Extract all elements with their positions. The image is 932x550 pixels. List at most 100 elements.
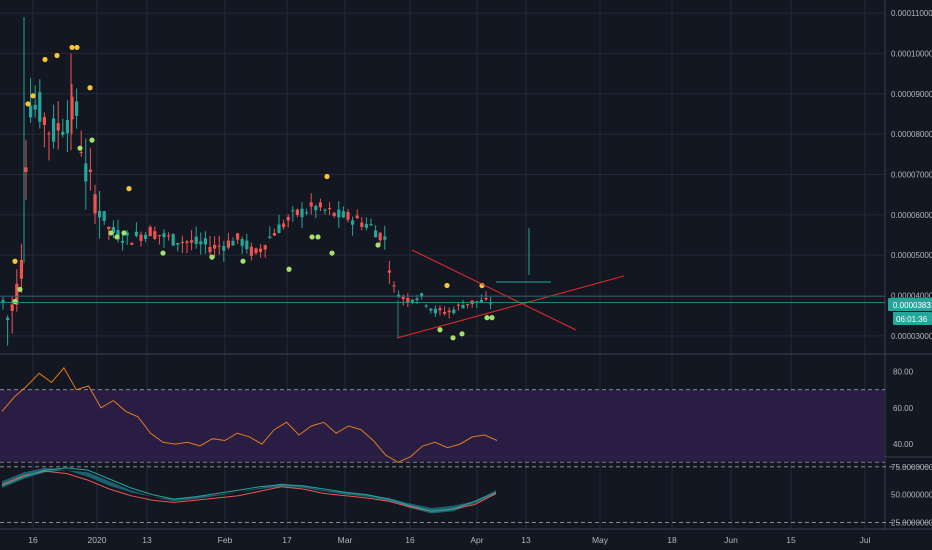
candle-body bbox=[272, 233, 276, 236]
price-tick-label: 0.00009000 bbox=[891, 90, 932, 99]
candle-body bbox=[489, 303, 493, 305]
candle-body bbox=[121, 240, 125, 243]
candle-body bbox=[259, 248, 263, 252]
time-tick-label: Jun bbox=[724, 535, 738, 545]
candle-body bbox=[305, 212, 309, 214]
fractal-low-dot bbox=[484, 315, 490, 321]
rsi-tick-label: 60.00 bbox=[893, 404, 914, 413]
candle-body bbox=[328, 208, 332, 210]
candle-body bbox=[15, 283, 19, 305]
fractal-high-dot bbox=[25, 101, 31, 107]
candle-body bbox=[236, 233, 240, 240]
time-tick-label: 18 bbox=[667, 535, 677, 545]
trendline-ascending[interactable] bbox=[396, 275, 625, 339]
candle-body bbox=[351, 220, 355, 225]
fractal-high-dot bbox=[87, 85, 93, 91]
candle-body bbox=[355, 215, 359, 219]
candle-body bbox=[24, 167, 28, 172]
price-tick-label: 0.00005000 bbox=[891, 251, 932, 260]
fractal-low-dot bbox=[209, 254, 215, 260]
candle-body bbox=[364, 223, 368, 228]
countdown-badge: 06:01:36 bbox=[893, 312, 932, 325]
candle-body bbox=[387, 270, 391, 273]
candle-body bbox=[56, 123, 60, 131]
candle-body bbox=[318, 202, 322, 208]
fractal-low-dot bbox=[286, 266, 292, 272]
price-pane[interactable] bbox=[0, 17, 885, 346]
fractal-low-dot bbox=[489, 315, 495, 321]
candle-body bbox=[415, 298, 419, 301]
candle-body bbox=[452, 309, 456, 314]
trendline-descending[interactable] bbox=[411, 249, 577, 331]
candle-body bbox=[433, 308, 437, 314]
candle-body bbox=[6, 317, 10, 320]
rsi-tick-label: 80.00 bbox=[893, 368, 914, 377]
candle-body bbox=[466, 304, 470, 306]
osc-line-b bbox=[1, 467, 497, 512]
candle-body bbox=[420, 293, 424, 297]
fractal-low-dot bbox=[375, 242, 381, 248]
candle-body bbox=[341, 211, 345, 218]
fractal-high-dot bbox=[74, 44, 80, 51]
fractal-low-dot bbox=[309, 234, 315, 240]
candle-body bbox=[378, 232, 382, 241]
candle-body bbox=[245, 240, 249, 250]
candle-body bbox=[401, 296, 405, 299]
oscillator-pane[interactable] bbox=[0, 466, 932, 523]
candle-body bbox=[29, 105, 33, 118]
fractal-low-dot bbox=[77, 145, 83, 151]
price-tick-label: 0.00010000 bbox=[891, 49, 932, 58]
time-tick-label: 13 bbox=[142, 535, 152, 545]
candle-body bbox=[10, 304, 14, 311]
osc-tick-label: 25.00000000 bbox=[891, 518, 932, 527]
time-tick-label: Feb bbox=[218, 535, 233, 545]
candle-body bbox=[291, 210, 295, 212]
candle-body bbox=[52, 118, 56, 142]
candle-body bbox=[277, 224, 281, 233]
candle-body bbox=[47, 133, 51, 135]
candle-body bbox=[429, 308, 433, 311]
current-price-badge: 0.00003831 bbox=[888, 298, 932, 311]
candle-body bbox=[203, 238, 207, 245]
fractal-high-dot bbox=[42, 56, 48, 63]
candle-body bbox=[438, 308, 442, 311]
candle-body bbox=[346, 211, 350, 220]
candle-body bbox=[286, 217, 290, 221]
time-axis[interactable]: 16 2020 13 Feb 17 Mar 16 Apr 13 May 18 Jun 15 Jul bbox=[28, 535, 870, 545]
candle-body bbox=[79, 152, 83, 154]
candle-body bbox=[38, 92, 42, 122]
candle-body bbox=[93, 194, 97, 214]
candle-body bbox=[254, 248, 258, 253]
time-tick-label: Apr bbox=[470, 535, 483, 545]
candle-body bbox=[282, 223, 286, 228]
countdown-bg bbox=[893, 312, 932, 325]
candle-body bbox=[33, 104, 37, 110]
price-axis[interactable]: 0.00011000 0.00010000 0.00009000 0.00008000… bbox=[891, 9, 932, 341]
candle-body bbox=[231, 240, 235, 246]
candle-body bbox=[102, 211, 106, 221]
fractal-low-dot bbox=[437, 327, 443, 333]
candle-body bbox=[148, 226, 152, 237]
candle-body bbox=[139, 234, 143, 241]
candle-body bbox=[84, 163, 88, 182]
rsi-pane[interactable] bbox=[0, 367, 885, 463]
candle-body bbox=[461, 305, 465, 309]
rsi-axis[interactable]: 80.00 60.00 40.00 bbox=[893, 368, 914, 450]
candle-body bbox=[125, 232, 129, 236]
oscillator-axis[interactable]: 75.00000000 50.00000000 25.00000000 bbox=[891, 463, 932, 528]
candle-body bbox=[447, 310, 451, 313]
candle-body bbox=[19, 260, 23, 279]
time-tick-label: Mar bbox=[338, 535, 353, 545]
price-tick-label: 0.00003000 bbox=[891, 332, 932, 341]
candle-body bbox=[180, 241, 184, 243]
price-badge-bg bbox=[888, 298, 932, 311]
candle-body bbox=[199, 241, 203, 245]
fractal-high-dot bbox=[69, 44, 75, 51]
candle-body bbox=[263, 245, 267, 250]
candle-body bbox=[222, 246, 226, 251]
candle-body bbox=[456, 304, 460, 306]
time-tick-label: 13 bbox=[521, 535, 531, 545]
